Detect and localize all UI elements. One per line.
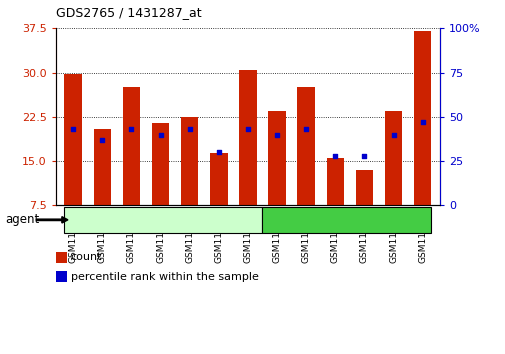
Point [69,126,77,132]
Point [301,126,310,132]
Point [214,149,222,155]
Point [98,137,106,143]
Bar [93,129,111,205]
Point [360,153,368,159]
Bar [122,87,140,205]
Text: percentile rank within the sample: percentile rank within the sample [71,272,258,281]
Point [156,132,164,137]
Bar [384,111,401,205]
Text: GDS2765 / 1431287_at: GDS2765 / 1431287_at [56,6,201,19]
Bar [64,74,82,205]
Point [418,119,426,125]
Bar [326,158,343,205]
Point [389,132,397,137]
Point [127,126,135,132]
Point [331,153,339,159]
Point [243,126,251,132]
Bar [355,170,373,205]
Point [273,132,281,137]
Text: control: control [142,213,183,226]
Bar [268,111,285,205]
Bar [152,123,169,205]
Bar [181,117,198,205]
Bar [413,31,431,205]
Text: count: count [71,252,102,262]
Bar [210,153,227,205]
Text: creatine: creatine [322,213,370,226]
Bar [297,87,314,205]
Point [185,126,193,132]
Text: agent: agent [5,213,39,226]
Bar [239,70,256,205]
